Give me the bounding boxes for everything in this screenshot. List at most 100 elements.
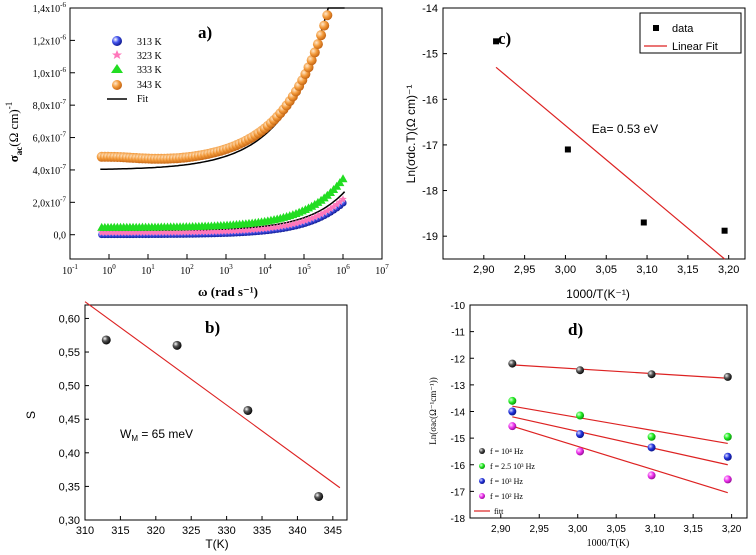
data-point-323k <box>123 228 131 236</box>
panel-a-x-tick-label: 102 <box>180 263 194 277</box>
data-point <box>172 340 182 350</box>
panel-d-y-tick-label: -16 <box>451 461 466 472</box>
panel-c-x-tick-label: 3,10 <box>636 264 657 276</box>
data-point-323k <box>170 228 178 236</box>
data-point-323k <box>260 224 269 232</box>
panel-b: 310 315 320 325 330 335 340 345 0,30 0,35 0,40 0,4… <box>24 301 348 551</box>
panel-c-y-axis-label: Ln(σdc.T)(Ω cm)⁻¹ <box>404 85 418 184</box>
legend-marker-series-1 <box>479 463 485 469</box>
panel-b-x-tick-label: 325 <box>182 525 200 537</box>
panel-d-x-tick-label: 3,10 <box>645 524 665 535</box>
data-point-323k <box>279 222 288 230</box>
data-point-323k <box>314 211 322 219</box>
panel-a-y-tick-label: 4,0x10-7 <box>33 163 67 177</box>
legend-label-series-2: f = 10³ Hz <box>490 477 523 486</box>
panel-b-x-tick-label: 315 <box>111 525 129 537</box>
panel-a-x-tick-label: 107 <box>375 263 389 277</box>
panel-b-x-tick-label: 340 <box>288 525 306 537</box>
panel-b-frame <box>84 304 348 521</box>
data-point-323k <box>264 224 272 232</box>
panel-a-y-ticks: 0,0 2,0x10-7 4,0x10-7 6,0x10-7 8,0x10-7 1,0x1… <box>33 1 75 242</box>
panel-a-y-tick-label: 1,4x10-6 <box>33 1 67 15</box>
data-point-series-2 <box>647 443 656 452</box>
panel-c-y-tick-label: -16 <box>422 94 438 106</box>
panel-a-x-tick-label: 100 <box>102 263 116 277</box>
panel-d-y-ticks: -10 -11 -12 -13 -14 -15 -16 -17 -18 <box>451 301 474 525</box>
panel-a-x-tick-label: 105 <box>297 263 311 277</box>
legend-label-linear-fit: Linear Fit <box>672 41 718 53</box>
data-point-series-1 <box>647 432 656 441</box>
panel-a-y-tick-label: 1,2x10-6 <box>33 33 67 47</box>
panel-b-x-tick-label: 345 <box>324 525 342 537</box>
panel-b-y-tick-label: 0,35 <box>59 481 80 493</box>
data-point-323k <box>273 223 281 231</box>
panel-b-x-axis-label: T(K) <box>205 537 228 551</box>
panel-d-x-tick-label: 3,15 <box>683 524 703 535</box>
data-point-323k <box>217 227 225 235</box>
fit-line-2 <box>512 416 728 466</box>
panel-a-x-axis-label: ω (rad s⁻¹) <box>198 284 258 299</box>
panel-c-x-tick-label: 3,15 <box>677 264 698 276</box>
data-point <box>493 38 500 45</box>
panel-d-y-tick-label: -18 <box>451 514 466 525</box>
legend-marker-series-3 <box>479 493 485 499</box>
panel-b-y-tick-label: 0,40 <box>59 448 80 460</box>
panel-d-y-tick-label: -15 <box>451 434 466 445</box>
data-point-323k <box>317 210 325 218</box>
panel-c-y-tick-label: -18 <box>422 186 438 198</box>
data-point-series-2 <box>723 452 732 461</box>
data-point-323k <box>332 200 341 208</box>
panel-c-legend-box <box>639 12 742 54</box>
data-point-323k <box>198 228 206 236</box>
legend-label-333: 333 K <box>137 65 163 76</box>
panel-c-frame <box>442 7 746 260</box>
data-point-series-3 <box>576 447 585 456</box>
panel-b-label: b) <box>205 318 220 337</box>
legend-label-323: 323 K <box>137 51 163 62</box>
panel-b-x-tick-label: 320 <box>147 525 165 537</box>
legend-label-fit: Fit <box>137 94 148 105</box>
panel-a-y-tick-label: 0,0 <box>54 231 67 242</box>
data-point-series-1 <box>508 396 517 405</box>
panel-c-x-tick-label: 2,95 <box>514 264 535 276</box>
data-point-323k <box>282 221 291 229</box>
data-point-343k <box>312 39 323 50</box>
panel-d-legend: f = 10⁴ Hz f = 2.5 10³ Hz f = 10³ Hz f = 10… <box>474 447 535 516</box>
data-point-series-0 <box>647 370 656 379</box>
panel-b-x-tick-label: 335 <box>253 525 271 537</box>
panel-d-y-tick-label: -13 <box>451 381 466 392</box>
data-point-series-3 <box>723 475 732 484</box>
legend-marker-series-0 <box>479 448 485 454</box>
data-point <box>721 227 728 234</box>
data-point-323k <box>326 204 335 213</box>
data-point-323k <box>132 228 140 236</box>
panel-b-y-tick-label: 0,55 <box>59 347 80 359</box>
panel-a-y-tick-label: 6,0x10-7 <box>33 131 67 145</box>
panel-c-y-tick-label: -15 <box>422 49 438 61</box>
panel-d-x-tick-label: 2,90 <box>491 524 511 535</box>
data-point-series-0 <box>508 359 517 368</box>
panel-c-x-ticks: 2,90 2,95 3,00 3,05 3,10 3,15 3,20 <box>473 255 739 276</box>
data-point-323k <box>311 213 319 221</box>
data-point-series-2 <box>508 407 517 416</box>
data-point-323k <box>339 195 347 203</box>
data-point <box>101 335 111 345</box>
panel-d-data-points <box>508 359 732 484</box>
data-point-series-3 <box>647 471 656 480</box>
data-point-343k <box>309 47 320 58</box>
legend-marker-333 <box>111 64 123 73</box>
legend-label-313: 313 K <box>137 37 163 48</box>
panel-b-y-tick-label: 0,50 <box>59 381 80 393</box>
panel-a: 10-1 100 101 102 103 104 105 106 107 0,0 2,0x10-7… <box>4 1 389 299</box>
panel-c-y-tick-label: -17 <box>422 140 438 152</box>
panel-d-label: d) <box>568 320 583 339</box>
panel-c-y-tick-label: -14 <box>422 3 438 15</box>
panel-a-y-tick-label: 2,0x10-7 <box>33 195 67 209</box>
data-point-323k <box>270 223 278 231</box>
panel-c-y-tick-label: -19 <box>422 231 438 243</box>
panel-a-x-tick-label: 106 <box>336 263 350 277</box>
data-point-323k <box>329 202 338 210</box>
legend-marker-343 <box>112 80 122 90</box>
panel-a-y-tick-label: 8,0x10-7 <box>33 98 67 112</box>
data-point-343k <box>306 55 317 66</box>
